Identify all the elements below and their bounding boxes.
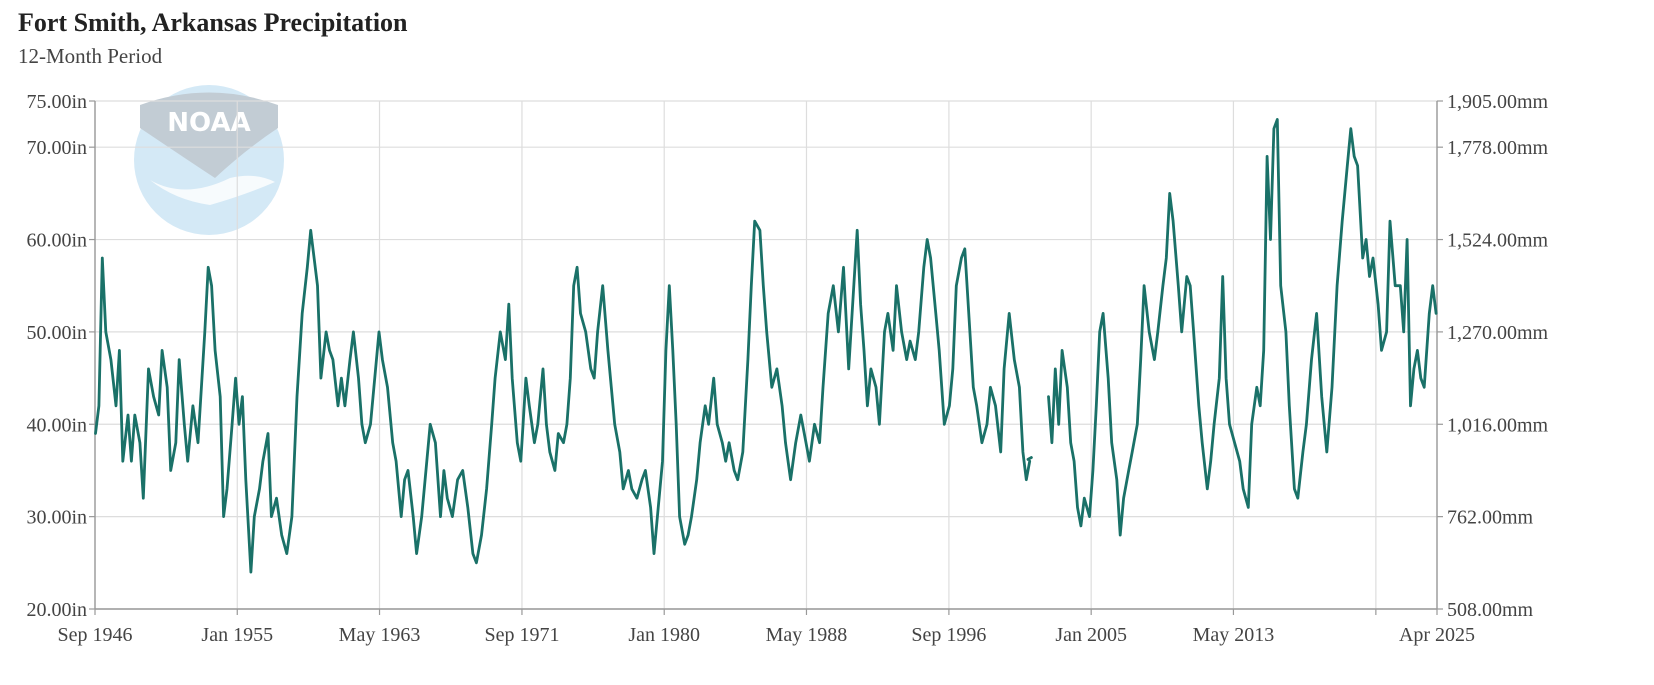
series-layer: [94, 118, 1438, 574]
y-left-tick-label: 20.00in: [26, 599, 87, 621]
noaa-logo: NOAA: [134, 85, 284, 235]
x-tick-label: Sep 1971: [484, 624, 559, 646]
y-right-tick-label: 1,524.00mm: [1447, 230, 1549, 252]
y-right-tick-label: 1,270.00mm: [1447, 322, 1549, 344]
x-tick-label: Apr 2025: [1399, 624, 1475, 646]
chart-subtitle: 12-Month Period: [18, 44, 163, 68]
grid: [94, 100, 1438, 610]
y-left-tick-label: 75.00in: [26, 91, 87, 113]
y-right-tick-label: 508.00mm: [1447, 599, 1534, 621]
x-tick-label: Jan 1980: [628, 624, 700, 646]
x-tick-label: Jan 2005: [1055, 624, 1127, 646]
x-tick-label: Jan 1955: [201, 624, 273, 646]
x-tick-label: Sep 1996: [911, 624, 986, 646]
y-left-tick-label: 50.00in: [26, 322, 87, 344]
y-right-tick-label: 1,778.00mm: [1447, 137, 1549, 159]
y-left-tick-label: 60.00in: [26, 230, 87, 252]
y-left-tick-label: 70.00in: [26, 137, 87, 159]
x-tick-label: May 2013: [1193, 624, 1275, 646]
tick-labels: 20.00in 508.00mm 30.00in 762.00mm 40.00in 1,0…: [26, 91, 1548, 646]
y-left-tick-label: 40.00in: [26, 414, 87, 436]
y-left-tick-label: 30.00in: [26, 507, 87, 529]
x-tick-label: May 1988: [766, 624, 848, 646]
x-tick-label: May 1963: [339, 624, 421, 646]
x-tick-label: Sep 1946: [58, 624, 133, 646]
noaa-logo-text: NOAA: [167, 108, 250, 138]
y-right-tick-label: 1,016.00mm: [1447, 414, 1549, 436]
precipitation-line: [1047, 118, 1438, 537]
y-right-tick-label: 762.00mm: [1447, 507, 1534, 529]
precipitation-line: [94, 219, 1032, 574]
y-right-tick-label: 1,905.00mm: [1447, 91, 1549, 113]
chart-title: Fort Smith, Arkansas Precipitation: [18, 8, 408, 37]
precipitation-line: [1026, 456, 1033, 461]
axes: [89, 100, 1443, 615]
